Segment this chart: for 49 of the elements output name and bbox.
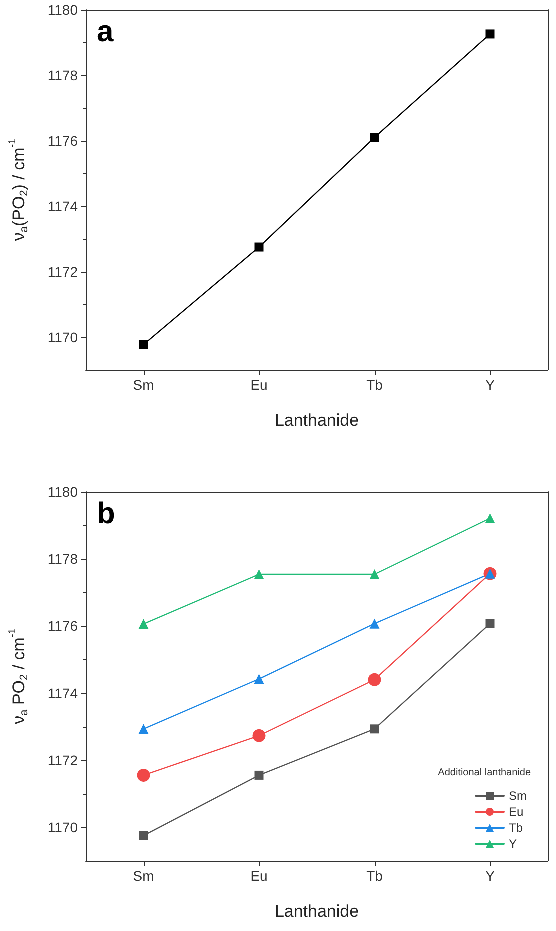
x-tick-label: Tb	[366, 377, 384, 393]
point	[370, 724, 380, 734]
point	[254, 242, 264, 252]
point	[138, 619, 149, 630]
point	[139, 340, 148, 350]
chart-title: a	[97, 16, 114, 48]
y-tick-label: 1176	[48, 618, 78, 634]
y-axis-title: νa(PO2) / cm-1	[8, 138, 30, 242]
x-axis-title: Lanthanide	[274, 902, 360, 921]
point	[139, 831, 148, 840]
point	[370, 570, 380, 580]
x-tick-label: Y	[486, 377, 496, 393]
point	[485, 514, 496, 524]
x-tick-label: Sm	[133, 377, 154, 393]
y-tick-label: 1170	[48, 329, 78, 346]
x-tick-label: Y	[486, 868, 496, 884]
y-tick-label: 1178	[48, 551, 78, 568]
legend-label: Eu	[509, 805, 524, 819]
point	[370, 618, 380, 629]
point	[254, 674, 264, 684]
y-tick-label: 1178	[48, 67, 78, 84]
y-tick-label: 1172	[48, 752, 78, 768]
point	[368, 673, 382, 686]
y-tick-label: 1172	[48, 264, 78, 280]
legend-title: Additional lanthanide	[438, 768, 532, 778]
x-tick-label: Eu	[250, 377, 268, 393]
point	[138, 724, 149, 734]
x-axis-title: Lanthanide	[274, 411, 360, 430]
y-axis-title: νa PO2 / cm-1	[8, 628, 30, 724]
legend-label: Sm	[509, 789, 528, 803]
chart-title: b	[97, 498, 116, 530]
legend-label: Y	[509, 837, 518, 851]
point	[137, 768, 150, 782]
y-tick-label: 1174	[48, 685, 78, 702]
y-tick-label: 1174	[48, 198, 78, 214]
point	[486, 619, 495, 628]
point	[254, 570, 264, 580]
y-tick-label: 1180	[48, 484, 78, 500]
x-tick-label: Sm	[133, 868, 154, 884]
y-tick-label: 1180	[48, 2, 78, 18]
legend-label: Tb	[509, 821, 524, 835]
x-tick-label: Eu	[250, 868, 268, 884]
point	[252, 729, 266, 742]
y-tick-label: 1176	[48, 132, 78, 149]
x-tick-label: Tb	[366, 868, 384, 884]
point	[254, 770, 264, 780]
point	[486, 30, 495, 39]
point	[370, 133, 380, 142]
y-tick-label: 1170	[48, 819, 78, 836]
